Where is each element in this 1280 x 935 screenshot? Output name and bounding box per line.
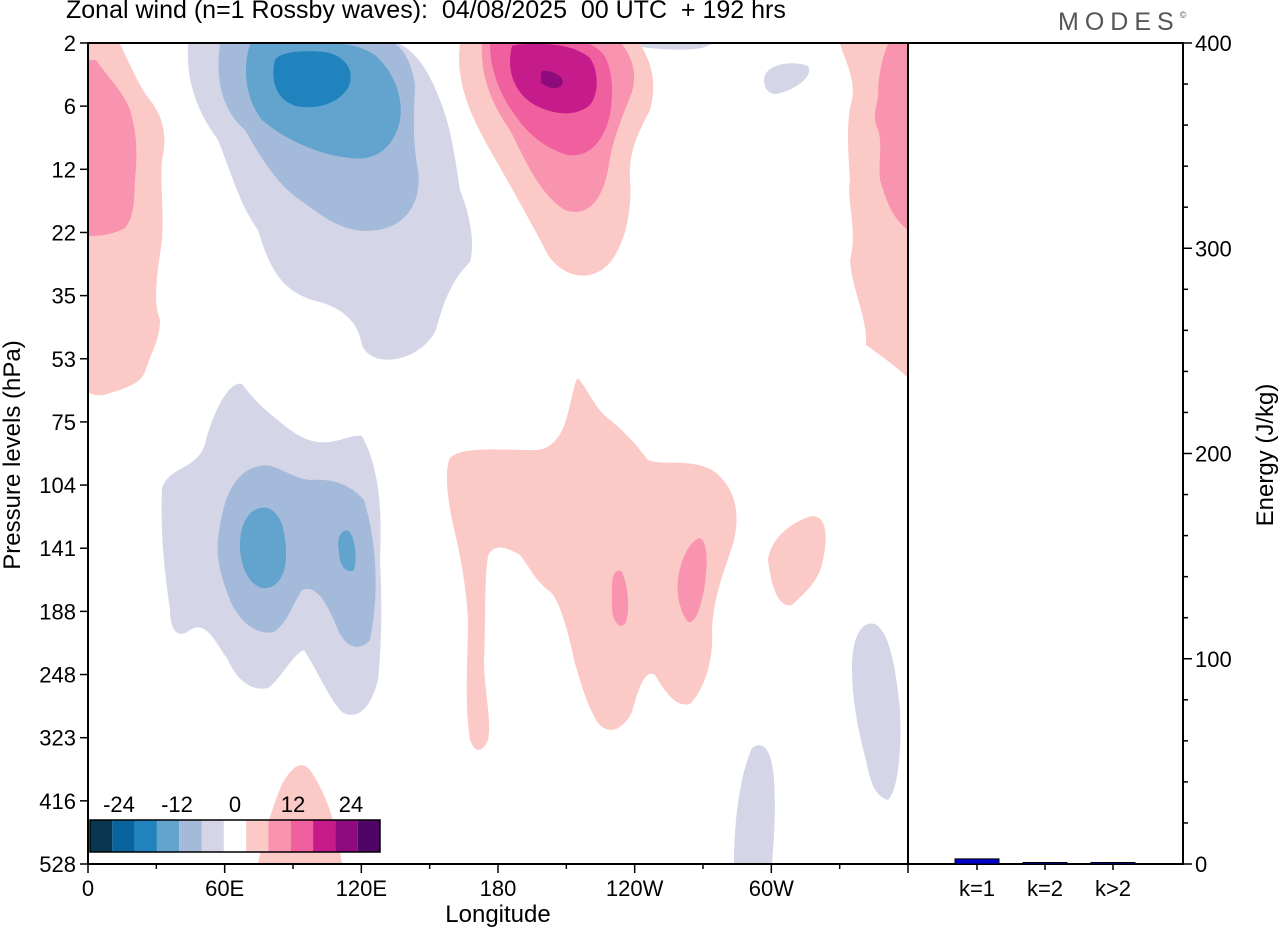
contour-region xyxy=(625,44,712,50)
x-axis-longitude: 0 60E 120E 180 120W 60W xyxy=(82,864,909,901)
contour-region xyxy=(540,70,563,89)
colorbar-swatch xyxy=(313,820,336,852)
colorbar-label: -24 xyxy=(103,792,135,817)
y-tick-label: 75 xyxy=(52,410,76,435)
y-tick-label: 53 xyxy=(52,347,76,372)
colorbar-frame xyxy=(89,819,381,853)
y-tick-label: 22 xyxy=(52,220,76,245)
colorbar-label: 12 xyxy=(281,792,305,817)
x-tick-label: 120W xyxy=(606,876,664,901)
contour-region xyxy=(446,378,737,750)
x-tick-label: 120E xyxy=(336,876,387,901)
y-tick-label: 12 xyxy=(52,157,76,182)
energy-bar xyxy=(954,858,1000,865)
energy-tick-label: 300 xyxy=(1195,236,1232,261)
y-axis-label: Pressure levels (hPa) xyxy=(0,340,26,569)
x-axis-label: Longitude xyxy=(445,901,550,928)
contour-region xyxy=(852,623,901,800)
y-tick-label: 6 xyxy=(64,94,76,119)
energy-bar xyxy=(1022,862,1068,865)
energy-bars xyxy=(954,858,1136,865)
colorbar-label: 24 xyxy=(339,792,363,817)
chart-title: Zonal wind (n=1 Rossby waves): 04/08/202… xyxy=(66,0,786,24)
x-tick-label: 60E xyxy=(205,876,244,901)
y-tick-label: 248 xyxy=(39,663,76,688)
contour-region xyxy=(273,51,351,108)
y-tick-label: 416 xyxy=(39,789,76,814)
y-tick-label: 528 xyxy=(39,852,76,877)
energy-tick-label: 200 xyxy=(1195,442,1232,467)
bar-category-label: k=2 xyxy=(1027,876,1063,901)
bar-category-label: k>2 xyxy=(1095,876,1131,901)
energy-bar xyxy=(1090,862,1136,865)
energy-tick-label: 0 xyxy=(1195,852,1207,877)
x-tick-label: 0 xyxy=(82,876,94,901)
colorbar-swatch xyxy=(357,820,380,852)
modes-logo-text: MODES xyxy=(1058,8,1180,36)
contour-region xyxy=(768,516,826,606)
modes-logo-mark: © xyxy=(1179,10,1187,20)
colorbar-swatch xyxy=(268,820,291,852)
contour-region xyxy=(240,507,286,589)
contour-region xyxy=(612,570,629,626)
colorbar-swatch xyxy=(223,820,247,852)
contour-field xyxy=(88,44,908,864)
x-tick-label: 180 xyxy=(480,876,517,901)
energy-tick-label: 100 xyxy=(1195,647,1232,672)
contour-region xyxy=(677,538,707,623)
x-tick-label: 60W xyxy=(749,876,794,901)
contour-region xyxy=(764,63,810,94)
colorbar-swatch xyxy=(290,820,314,852)
colorbar-swatch xyxy=(246,820,269,852)
contour-region xyxy=(338,530,356,572)
colorbar-swatch xyxy=(134,820,157,852)
colorbar-swatch xyxy=(112,820,135,852)
energy-axis-label: Energy (J/kg) xyxy=(1252,384,1279,527)
energy-plot-frame xyxy=(907,42,1184,865)
colorbar-swatch xyxy=(90,820,113,852)
y-tick-label: 104 xyxy=(39,473,76,498)
y-axis-energy: 0 100 200 300 400 xyxy=(1183,31,1232,877)
y-tick-label: 141 xyxy=(39,536,76,561)
contour-region xyxy=(874,44,908,230)
y-axis-pressure: 2 6 12 22 35 53 75 104 141 188 248 323 416 528 xyxy=(39,31,88,877)
energy-categories: k=1 k=2 k>2 xyxy=(959,864,1131,901)
colorbar-swatch xyxy=(179,820,202,852)
y-tick-label: 323 xyxy=(39,726,76,751)
y-tick-label: 35 xyxy=(52,284,76,309)
contour-region xyxy=(88,60,137,236)
colorbar-label: -12 xyxy=(161,792,193,817)
modes-logo: MODES© xyxy=(1058,8,1186,37)
colorbar-swatch xyxy=(156,820,180,852)
y-tick-label: 2 xyxy=(64,31,76,56)
bar-category-label: k=1 xyxy=(959,876,995,901)
colorbar-label: 0 xyxy=(229,792,241,817)
colorbar: -24 -12 0 12 24 xyxy=(89,792,381,853)
contour-region xyxy=(734,745,775,864)
y-tick-label: 188 xyxy=(39,599,76,624)
energy-tick-label: 400 xyxy=(1195,31,1232,56)
colorbar-swatch xyxy=(201,820,224,852)
colorbar-swatch xyxy=(335,820,358,852)
